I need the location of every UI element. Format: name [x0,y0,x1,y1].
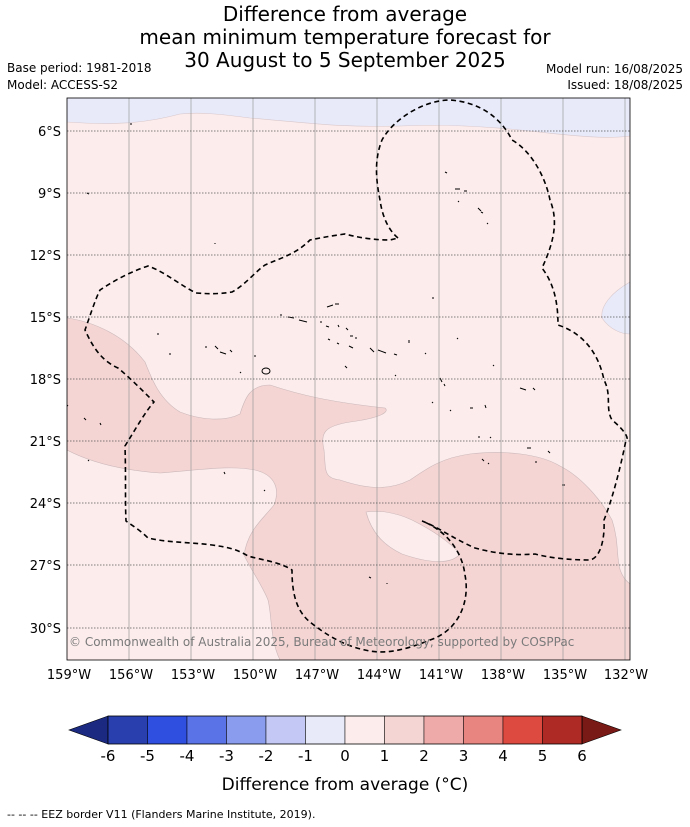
colorbar-tick-label: 5 [538,747,548,765]
colorbar-tick-label: 6 [577,747,587,765]
lon-label: 156°W [109,668,153,683]
island [431,401,487,412]
issued-text: Issued: 18/08/2025 [567,78,683,92]
colorbar-label: Difference from average (°C) [222,775,469,795]
title-line-1: Difference from average [222,2,468,26]
colorbar-bin [384,715,425,745]
copyright-text: © Commonwealth of Australia 2025, Bureau… [69,635,574,649]
lon-label: 135°W [543,668,587,683]
lon-label: 153°W [171,668,215,683]
island [481,458,537,465]
lat-label: 24°S [30,497,61,512]
colorbar-tick-label: -5 [140,747,155,765]
island [344,365,397,377]
island [478,436,492,439]
colorbar-bin [147,715,188,745]
colorbar-bin [542,715,583,745]
title-line-2: mean minimum temperature forecast for [139,25,551,49]
colorbar-bin [265,715,306,745]
island [455,188,467,192]
colorbar-ticks: -6 -5 -4 -3 -2 -1 0 1 2 3 4 5 6 [101,747,587,765]
island [157,333,171,355]
colorbar-over-arrow [581,715,622,745]
island [320,321,340,328]
eez-border [84,99,628,653]
island [408,337,495,367]
lon-label: 138°W [481,668,525,683]
colorbar-bin [186,715,227,745]
island [327,338,354,349]
island [486,222,489,225]
colorbar-bin [107,715,148,745]
colorbar-tick-label: -4 [180,747,195,765]
base-period-text: Base period: 1981-2018 [7,61,152,75]
anomaly-1-to-2-region [67,317,630,660]
lat-label: 15°S [30,311,61,326]
island [477,207,484,214]
colorbar-tick-label: -6 [101,747,116,765]
colorbar-bin [423,715,464,745]
lon-label: 147°W [295,668,339,683]
colorbar-tick-label: -3 [219,747,234,765]
island [86,192,90,195]
lon-label: 144°W [357,668,401,683]
lat-labels: 6°S 9°S 12°S 15°S 18°S 21°S 24°S 27°S 30… [30,125,61,637]
island [519,387,536,391]
title-line-3: 30 August to 5 September 2025 [184,48,506,72]
island [369,347,398,356]
lon-label: 141°W [419,668,463,683]
lat-label: 30°S [30,622,61,637]
islands [67,123,565,584]
lat-label: 18°S [30,373,61,388]
island [368,576,388,584]
colorbar-frame [107,715,583,745]
model-text: Model: ACCESS-S2 [7,78,119,92]
colorbar-bin [502,715,543,745]
island [345,327,357,339]
lon-label: 150°W [233,668,277,683]
model-run-text: Model run: 16/08/2025 [545,62,683,76]
lat-label: 27°S [30,559,61,574]
lat-label: 6°S [38,125,61,140]
colorbar-tick-label: 1 [380,747,390,765]
island [326,303,339,308]
anomaly-0-to-1-pocket [365,510,461,562]
island [205,345,233,355]
island [444,171,448,174]
lat-gridlines [67,130,630,629]
colorbar-bin [463,715,504,745]
colorbar-bin [226,715,267,745]
colorbar-bin [344,715,385,745]
island [261,367,271,375]
lat-label: 12°S [30,249,61,264]
colorbar-tick-label: 4 [498,747,508,765]
island [83,417,102,462]
eez-legend-note: -- -- -- EEZ border V11 (Flanders Marine… [7,808,316,821]
map-plot-area: © Commonwealth of Australia 2025, Bureau… [67,98,630,660]
colorbar: -6 -5 -4 -3 -2 -1 0 1 2 3 4 5 6 Difference from aver… [68,715,622,795]
lat-label: 9°S [38,187,61,202]
island [223,471,266,492]
colorbar-tick-label: -2 [259,747,274,765]
lon-label: 159°W [47,668,91,683]
lon-labels: 159°W 156°W 153°W 150°W 147°W 144°W 141°… [47,668,648,683]
forecast-map: © Commonwealth of Australia 2025, Bureau… [30,97,648,795]
lon-label: 132°W [604,668,648,683]
map-frame [66,97,631,661]
colorbar-under-arrow [68,715,109,745]
island [457,200,460,203]
colorbar-tick-label: -1 [298,747,313,765]
anomaly-minus1-to-0-top [67,98,630,138]
colorbar-bins [107,715,583,745]
colorbar-bin [305,715,346,745]
lat-label: 21°S [30,435,61,450]
colorbar-tick-label: 3 [459,747,469,765]
island [239,355,256,374]
colorbar-tick-label: 2 [419,747,429,765]
island [527,447,551,454]
colorbar-tick-label: 0 [340,747,350,765]
